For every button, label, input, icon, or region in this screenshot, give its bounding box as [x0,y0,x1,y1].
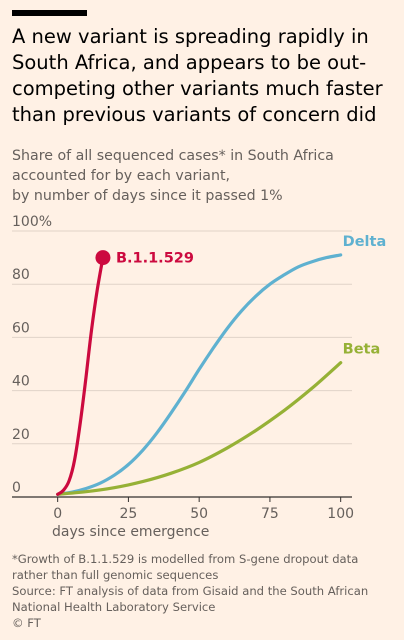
source-line: Source: FT analysis of data from Gisaid … [12,584,369,598]
footnote-line: *Growth of B.1.1.529 is modelled from S-… [12,552,359,566]
series-label-beta: Beta [343,342,381,358]
y-tick-label: 100% [12,214,52,230]
subtitle-line: by number of days since it passed 1% [12,188,283,204]
subtitle-line: accounted for by each variant, [12,168,231,184]
y-tick-label: 20 [12,427,30,443]
ft-brand-bar [12,10,87,16]
x-axis-ticks: 0 25 50 75 100 [53,497,354,522]
footnote-line: rather than full genomic sequences [12,568,219,582]
x-tick-label: 100 [327,506,354,522]
x-tick-label: 50 [190,506,208,522]
copyright: © FT [12,616,41,630]
footnotes: *Growth of B.1.1.529 is modelled from S-… [12,551,396,631]
series-label-b-1-1-529: B.1.1.529 [116,251,194,267]
chart-title: A new variant is spreading rapidly in So… [12,25,383,126]
endpoint-marker-b-1-1-529 [95,250,111,266]
series-line-delta [56,253,343,496]
x-tick-label: 25 [120,506,138,522]
chart-subtitle: Share of all sequenced cases* in South A… [12,146,396,206]
source-line: National Health Laboratory Service [12,600,216,614]
series-lines: Delta Beta B.1.1.529 [56,234,387,496]
x-tick-label: 0 [53,506,62,522]
subtitle-line: Share of all sequenced cases* in South A… [12,148,334,164]
y-tick-label: 80 [12,267,30,283]
series-label-delta: Delta [343,234,387,250]
y-tick-label: 60 [12,320,30,336]
x-axis-label: days since emergence [52,524,209,540]
y-tick-label: 40 [12,374,30,390]
series-line-beta [56,361,343,496]
x-tick-label: 75 [261,506,279,522]
series-line-b-1-1-529 [56,256,105,496]
y-axis-ticks: 0 20 40 60 80 100% [12,214,52,496]
variant-share-line-chart: 0 20 40 60 80 100% 0 25 50 75 100 Delta Beta B.1.1.… [12,214,387,540]
y-tick-label: 0 [12,480,21,496]
gridlines [12,230,352,498]
